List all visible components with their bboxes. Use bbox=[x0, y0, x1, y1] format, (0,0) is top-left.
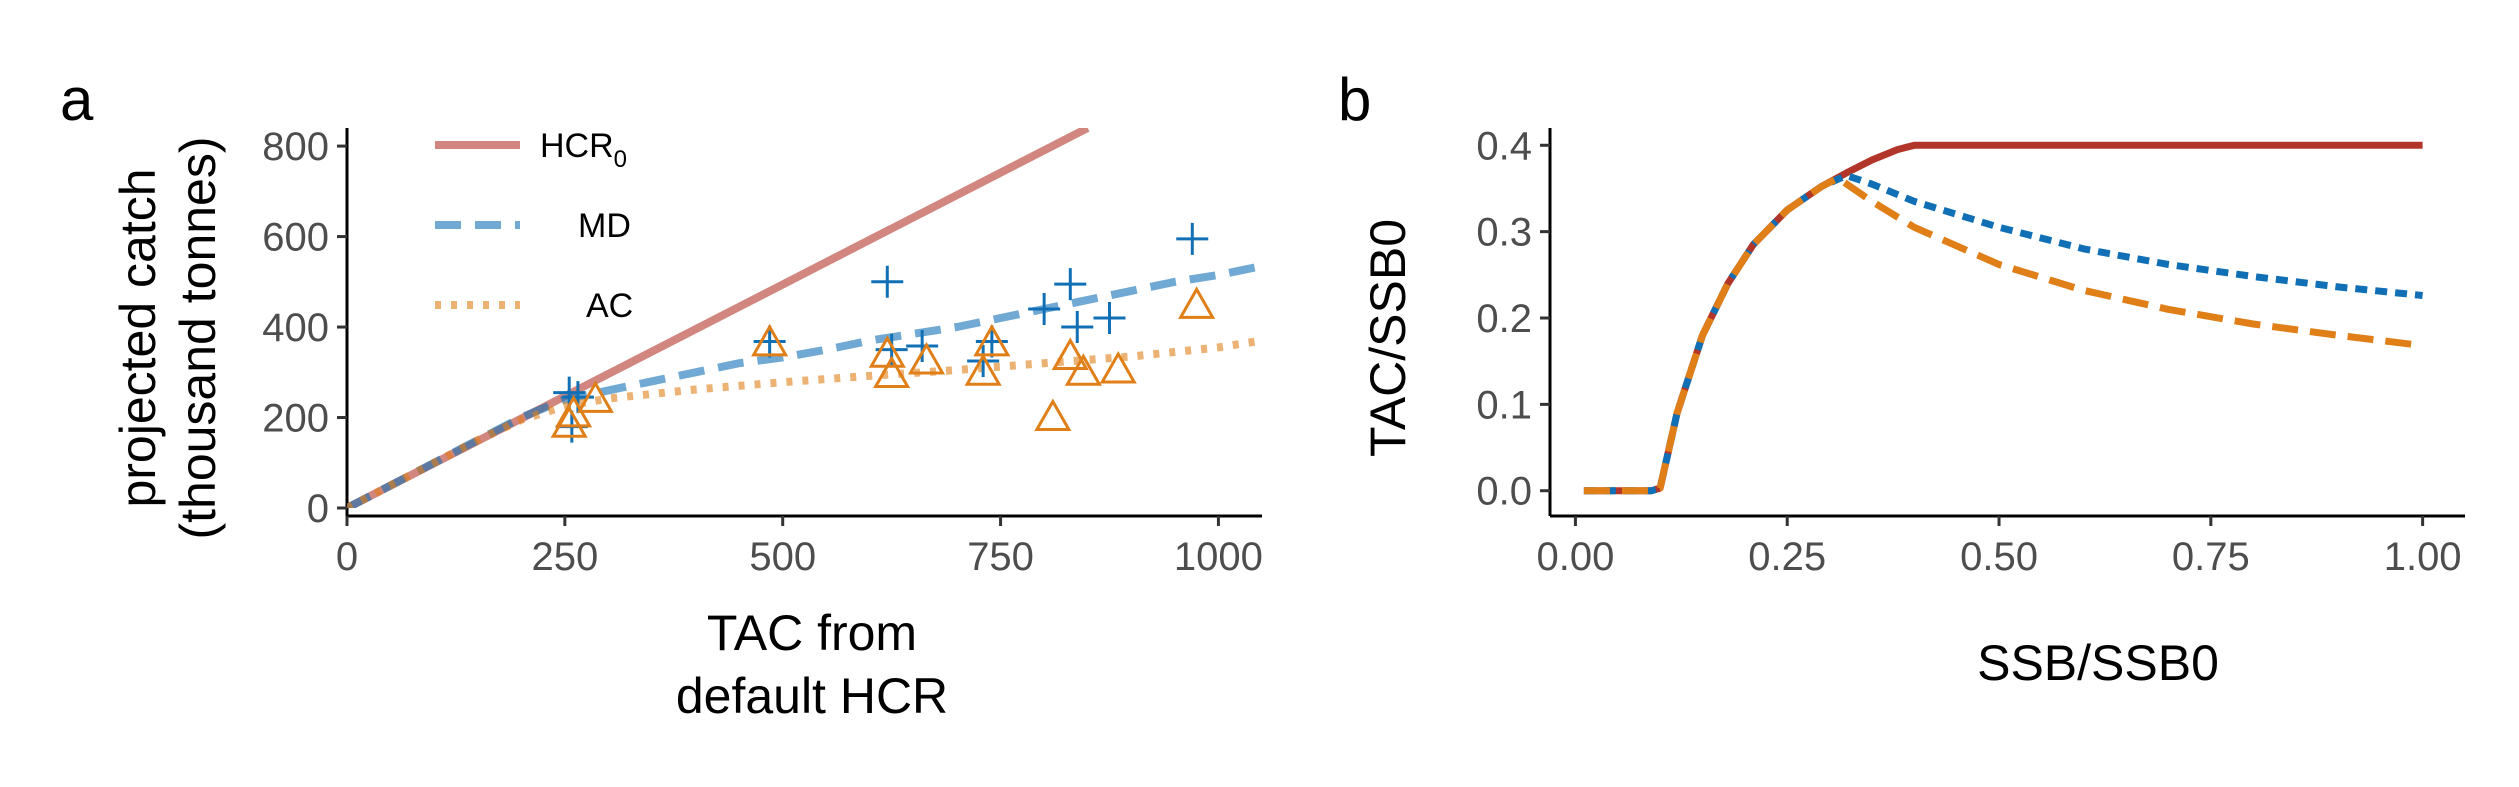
panel-a: a 0 250 500 750 1000 0 200 400 600 800 TAC from d… bbox=[60, 66, 1263, 724]
panel-a-xlabel-line2: default HCR bbox=[676, 668, 948, 724]
ac-triangle-point bbox=[1064, 353, 1102, 386]
ac-triangle-point bbox=[1051, 337, 1089, 370]
panel-b-xlabel: SSB/SSB0 bbox=[1977, 635, 2219, 691]
panel-a-ylabel-line1: projected catch bbox=[110, 168, 166, 507]
ac-triangle-point bbox=[973, 323, 1011, 357]
legend-ac-label: AC bbox=[586, 287, 633, 325]
md-plus-point bbox=[753, 325, 786, 358]
md-plus-point bbox=[1028, 292, 1061, 325]
ac-triangle-point bbox=[751, 323, 789, 357]
panel-a-x-tick-label: 500 bbox=[749, 535, 816, 579]
panel-b-y-tick-label: 0.0 bbox=[1476, 470, 1532, 514]
panel-a-x-tick-label: 1000 bbox=[1174, 535, 1263, 579]
panel-a-legend: HCR0 MD AC bbox=[435, 127, 633, 325]
panel-b-x-tick-label: 0.25 bbox=[1748, 535, 1826, 579]
md-plus-point bbox=[1093, 302, 1126, 334]
panel-a-series-md bbox=[347, 262, 1262, 508]
legend-md-label: MD bbox=[578, 207, 631, 245]
panel-b-y-tick-label: 0.4 bbox=[1476, 124, 1532, 168]
md-plus-point bbox=[871, 265, 904, 298]
md-plus-point bbox=[906, 330, 939, 363]
panel-a-series-group bbox=[347, 128, 1262, 508]
panel-a-series-ac bbox=[347, 336, 1262, 508]
ac-triangle-point bbox=[907, 341, 946, 375]
panel-a-x-tick-label: 0 bbox=[336, 535, 358, 579]
panel-a-y-tick-label: 400 bbox=[262, 306, 329, 350]
panel-b-x-tick-label: 1.00 bbox=[2384, 535, 2462, 579]
ac-triangle-point bbox=[1099, 351, 1137, 384]
panel-b-letter: b bbox=[1338, 66, 1371, 133]
panel-b-x-tick-label: 0.00 bbox=[1536, 535, 1614, 579]
panel-a-plot-area: 0 250 500 750 1000 0 200 400 600 800 bbox=[262, 125, 1263, 579]
panel-a-y-tick-label: 600 bbox=[262, 216, 329, 260]
ac-triangle-point bbox=[1178, 286, 1216, 319]
panel-b-y-tick-label: 0.1 bbox=[1476, 383, 1532, 427]
md-plus-point bbox=[967, 344, 1000, 377]
panel-b-y-tick-label: 0.3 bbox=[1476, 211, 1532, 255]
md-plus-point bbox=[975, 325, 1008, 358]
legend-hcr0-label: HCR0 bbox=[540, 127, 627, 173]
panel-b-series-hcr0 bbox=[1583, 141, 2423, 495]
panel-a-letter: a bbox=[60, 66, 94, 133]
ac-triangle-point bbox=[873, 355, 911, 389]
panel-a-y-tick-label: 800 bbox=[262, 125, 329, 169]
panel-a-xlabel-line1: TAC from bbox=[707, 605, 917, 661]
ac-triangle-point bbox=[1034, 398, 1072, 432]
panel-b-ylabel: TAC/SSB0 bbox=[1360, 219, 1416, 457]
ac-triangle-point bbox=[576, 380, 614, 413]
ac-triangle-point bbox=[964, 353, 1002, 386]
md-plus-point bbox=[1176, 222, 1209, 255]
panel-b-plot-area: 0.00 0.25 0.50 0.75 1.00 0.0 0.1 0.2 0.3 0.4 bbox=[1476, 124, 2465, 579]
panel-a-ylabel-line2: (thousand tonnes) bbox=[170, 136, 226, 539]
panel-a-x-tick-label: 250 bbox=[531, 535, 598, 579]
panel-b-x-tick-label: 0.75 bbox=[2172, 535, 2250, 579]
panel-b-x-tick-label: 0.50 bbox=[1960, 535, 2038, 579]
panel-a-y-tick-label: 200 bbox=[262, 397, 329, 441]
panel-b: b 0.00 0.25 0.50 0.75 1.00 0.0 0.1 0.2 0.3 0.4 SS… bbox=[1338, 66, 2465, 691]
panel-a-y-tick-label: 0 bbox=[307, 487, 329, 531]
md-plus-point bbox=[1061, 311, 1094, 344]
panel-b-y-tick-label: 0.2 bbox=[1476, 297, 1532, 341]
panel-b-series-ac bbox=[1583, 174, 2424, 495]
md-plus-point bbox=[1054, 268, 1087, 301]
panel-a-x-tick-label: 750 bbox=[967, 535, 1034, 579]
